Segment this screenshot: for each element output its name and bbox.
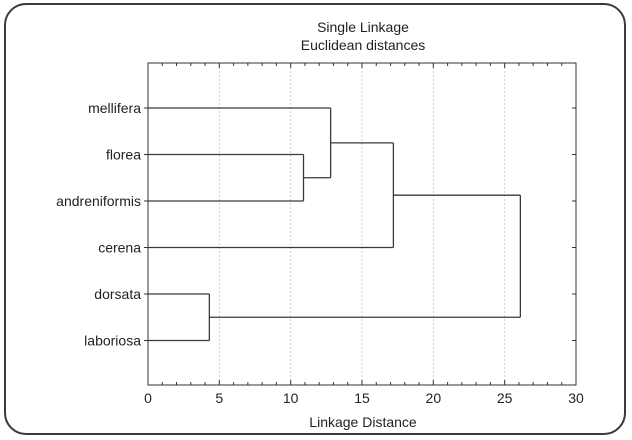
merge-link bbox=[209, 194, 522, 318]
x-tick-label: 15 bbox=[354, 390, 370, 406]
leaf-label-cerena: cerena bbox=[98, 240, 141, 256]
leaf-label-andreniformis: andreniformis bbox=[56, 193, 141, 209]
x-axis-label: Linkage Distance bbox=[309, 414, 417, 430]
x-tick-label: 25 bbox=[497, 390, 513, 406]
leaf-label-florea: florea bbox=[106, 147, 141, 163]
leaf-label-laboriosa: laboriosa bbox=[84, 333, 141, 349]
leaf-label-mellifera: mellifera bbox=[88, 100, 141, 116]
x-tick-label: 20 bbox=[426, 390, 442, 406]
x-tick-label: 30 bbox=[568, 390, 584, 406]
chart-frame bbox=[4, 3, 626, 435]
leaf-label-dorsata: dorsata bbox=[94, 286, 141, 302]
x-tick-label: 0 bbox=[144, 390, 152, 406]
chart-title: Single Linkage bbox=[317, 19, 409, 35]
x-tick-label: 10 bbox=[283, 390, 299, 406]
chart-subtitle: Euclidean distances bbox=[300, 37, 426, 53]
x-tick-label: 5 bbox=[215, 390, 223, 406]
